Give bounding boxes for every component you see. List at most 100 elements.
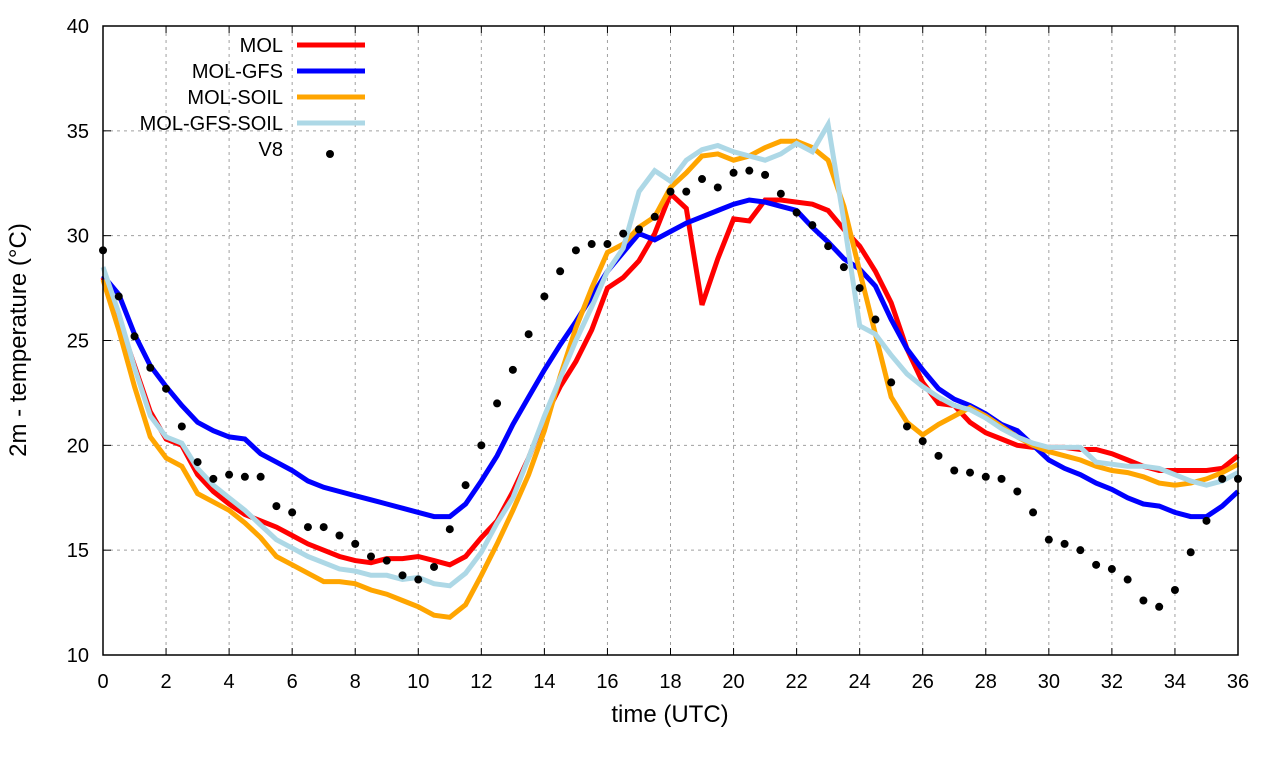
data-point-v8	[130, 332, 139, 341]
data-point-v8	[918, 437, 927, 446]
x-tick-label: 6	[287, 671, 298, 693]
data-point-v8	[524, 330, 533, 339]
data-point-v8	[335, 531, 344, 540]
x-tick-label: 32	[1101, 671, 1123, 693]
x-tick-label: 10	[407, 671, 429, 693]
data-point-v8	[934, 451, 943, 460]
series-group	[99, 117, 1242, 620]
data-point-v8	[666, 187, 675, 196]
data-point-v8	[477, 441, 486, 450]
data-point-v8	[508, 365, 517, 374]
data-point-v8	[855, 284, 864, 293]
series-line-mol-gfs	[101, 197, 1240, 520]
data-point-v8	[540, 292, 549, 301]
data-point-v8	[303, 523, 312, 532]
data-point-v8	[571, 246, 580, 255]
x-tick-label: 34	[1164, 671, 1186, 693]
y-axis-title: 2m - temperature (°C)	[5, 223, 32, 457]
x-tick-label: 20	[722, 671, 744, 693]
legend-entry-mol: MOL	[240, 35, 365, 57]
data-point-v8	[839, 263, 848, 272]
data-point-v8	[682, 187, 691, 196]
data-point-v8	[114, 292, 123, 301]
data-point-v8	[414, 575, 423, 584]
data-point-v8	[209, 474, 218, 483]
data-point-v8	[966, 468, 975, 477]
y-tick-label: 10	[67, 645, 89, 667]
data-point-v8	[1123, 575, 1132, 584]
data-point-v8	[430, 562, 439, 571]
data-point-v8	[902, 422, 911, 431]
data-point-v8	[366, 552, 375, 561]
data-point-v8	[634, 225, 643, 234]
x-tick-label: 26	[912, 671, 934, 693]
data-point-v8	[871, 315, 880, 324]
legend-label: MOL	[240, 35, 283, 57]
data-point-v8	[603, 240, 612, 249]
data-point-v8	[761, 170, 770, 179]
x-axis-title: time (UTC)	[611, 701, 728, 728]
data-point-v8	[1092, 560, 1101, 569]
data-point-v8	[240, 472, 249, 481]
series-mol-soil	[100, 138, 1240, 620]
y-tick-label: 15	[67, 540, 89, 562]
series-mol-gfs-soil	[100, 117, 1240, 589]
series-line-mol-soil	[100, 138, 1240, 620]
data-point-v8	[950, 466, 959, 475]
data-point-v8	[1060, 539, 1069, 548]
legend-swatch	[326, 150, 334, 158]
data-point-v8	[1013, 487, 1022, 496]
data-point-v8	[382, 556, 391, 565]
data-point-v8	[1155, 602, 1164, 611]
y-tick-label: 40	[67, 16, 89, 38]
data-point-v8	[493, 399, 502, 408]
data-point-v8	[1170, 586, 1179, 595]
legend: MOL MOL-GFS MOL-SOIL MOL-GFS-SOIL V8	[140, 35, 365, 161]
data-point-v8	[698, 175, 707, 184]
x-tick-labels: 0 2 4 6 8 10 12 14 16 18 20 22 24 26 28 30 32 34 36	[97, 671, 1249, 693]
data-point-v8	[808, 221, 817, 230]
data-point-v8	[650, 212, 659, 221]
x-tick-label: 28	[975, 671, 997, 693]
x-tick-label: 22	[785, 671, 807, 693]
data-point-v8	[193, 458, 202, 467]
series-v8	[99, 166, 1242, 611]
legend-label: MOL-GFS	[192, 61, 283, 83]
data-point-v8	[824, 242, 833, 251]
data-point-v8	[997, 474, 1006, 483]
x-tick-label: 8	[350, 671, 361, 693]
axis-ticks	[102, 25, 1239, 656]
x-tick-label: 18	[659, 671, 681, 693]
y-tick-label: 20	[67, 435, 89, 457]
x-tick-label: 0	[97, 671, 108, 693]
legend-entry-mol-gfs: MOL-GFS	[192, 61, 365, 83]
data-point-v8	[776, 189, 785, 198]
data-point-v8	[445, 525, 454, 534]
data-point-v8	[1218, 474, 1227, 483]
x-tick-label: 2	[160, 671, 171, 693]
data-point-v8	[225, 470, 234, 479]
data-point-v8	[713, 183, 722, 192]
y-tick-label: 30	[67, 226, 89, 248]
legend-entry-v8: V8	[259, 139, 334, 161]
data-point-v8	[351, 539, 360, 548]
data-point-v8	[1029, 508, 1038, 517]
x-tick-label: 36	[1227, 671, 1249, 693]
series-mol-gfs	[101, 197, 1240, 520]
data-point-v8	[887, 378, 896, 387]
data-point-v8	[1044, 535, 1053, 544]
data-point-v8	[461, 481, 470, 490]
data-point-v8	[256, 472, 265, 481]
data-point-v8	[729, 168, 738, 177]
series-line-mol-gfs-soil	[100, 117, 1240, 589]
data-point-v8	[792, 208, 801, 217]
data-point-v8	[288, 508, 297, 517]
data-point-v8	[619, 229, 628, 238]
data-point-v8	[587, 240, 596, 249]
data-point-v8	[1107, 565, 1116, 574]
data-point-v8	[177, 422, 186, 431]
data-point-v8	[745, 166, 754, 175]
data-point-v8	[1076, 546, 1085, 555]
x-tick-label: 24	[849, 671, 871, 693]
